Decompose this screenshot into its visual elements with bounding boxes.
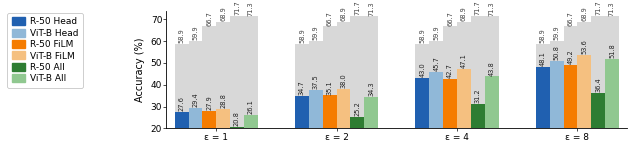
- Text: 27.9: 27.9: [206, 95, 212, 110]
- Text: 59.9: 59.9: [433, 26, 439, 40]
- Text: 51.8: 51.8: [609, 43, 615, 58]
- Bar: [189, 108, 202, 128]
- Text: 28.8: 28.8: [220, 93, 226, 108]
- Text: 38.0: 38.0: [340, 74, 346, 88]
- Bar: [429, 41, 443, 128]
- Text: 34.3: 34.3: [368, 82, 374, 96]
- Text: 58.9: 58.9: [540, 28, 546, 43]
- Text: 58.9: 58.9: [179, 28, 184, 43]
- Bar: [591, 16, 605, 128]
- Bar: [202, 26, 216, 128]
- Text: 59.9: 59.9: [313, 26, 319, 40]
- Bar: [605, 59, 619, 128]
- Bar: [443, 79, 457, 128]
- Bar: [484, 76, 499, 128]
- Bar: [564, 26, 577, 128]
- Bar: [536, 67, 550, 128]
- Bar: [175, 112, 189, 128]
- Text: 59.9: 59.9: [193, 26, 198, 40]
- Bar: [216, 22, 230, 128]
- Text: 71.3: 71.3: [248, 1, 254, 16]
- Bar: [471, 104, 484, 128]
- Text: 27.6: 27.6: [179, 96, 184, 111]
- Bar: [457, 69, 471, 128]
- Text: 58.9: 58.9: [419, 28, 426, 43]
- Bar: [175, 43, 189, 128]
- Bar: [536, 43, 550, 128]
- Bar: [415, 43, 429, 128]
- Text: 71.3: 71.3: [609, 1, 615, 16]
- Bar: [337, 22, 351, 128]
- Text: 71.3: 71.3: [488, 1, 495, 16]
- Bar: [189, 41, 202, 128]
- Bar: [364, 97, 378, 128]
- Bar: [337, 89, 351, 128]
- Bar: [550, 41, 564, 128]
- Bar: [564, 65, 577, 128]
- Bar: [244, 16, 258, 128]
- Bar: [591, 93, 605, 128]
- Text: 35.1: 35.1: [326, 80, 333, 95]
- Text: 47.1: 47.1: [461, 54, 467, 68]
- Text: 71.7: 71.7: [595, 0, 601, 15]
- Bar: [415, 78, 429, 128]
- Bar: [577, 55, 591, 128]
- Text: 25.2: 25.2: [355, 101, 360, 116]
- Bar: [484, 16, 499, 128]
- Bar: [577, 22, 591, 128]
- Bar: [364, 16, 378, 128]
- Bar: [443, 26, 457, 128]
- Text: 68.9: 68.9: [461, 6, 467, 21]
- Bar: [605, 16, 619, 128]
- Bar: [295, 96, 309, 128]
- Text: 37.5: 37.5: [313, 75, 319, 89]
- Text: 66.7: 66.7: [568, 11, 573, 26]
- Bar: [309, 41, 323, 128]
- Bar: [351, 117, 364, 128]
- Text: 66.7: 66.7: [206, 11, 212, 26]
- Bar: [244, 115, 258, 128]
- Text: 43.0: 43.0: [419, 63, 426, 77]
- Text: 31.2: 31.2: [475, 88, 481, 103]
- Text: 29.4: 29.4: [193, 92, 198, 107]
- Text: 71.7: 71.7: [355, 0, 360, 15]
- Bar: [230, 127, 244, 128]
- Legend: R-50 Head, ViT-B Head, R-50 FiLM, ViT-B FiLM, R-50 All, ViT-B All: R-50 Head, ViT-B Head, R-50 FiLM, ViT-B …: [7, 13, 83, 88]
- Y-axis label: Accuracy (%): Accuracy (%): [135, 37, 145, 102]
- Bar: [351, 16, 364, 128]
- Text: 42.7: 42.7: [447, 63, 453, 78]
- Text: 50.8: 50.8: [554, 45, 559, 60]
- Text: 20.8: 20.8: [234, 111, 240, 126]
- Text: 58.9: 58.9: [299, 28, 305, 43]
- Bar: [323, 95, 337, 128]
- Text: 68.9: 68.9: [581, 6, 588, 21]
- Bar: [202, 111, 216, 128]
- Text: 71.7: 71.7: [475, 0, 481, 15]
- Text: 49.2: 49.2: [568, 49, 573, 64]
- Text: 26.1: 26.1: [248, 99, 254, 114]
- Text: 71.7: 71.7: [234, 0, 240, 15]
- Bar: [309, 90, 323, 128]
- Bar: [230, 16, 244, 128]
- Bar: [216, 109, 230, 128]
- Text: 43.8: 43.8: [488, 61, 495, 76]
- Text: 71.3: 71.3: [368, 1, 374, 16]
- Bar: [550, 61, 564, 128]
- Bar: [457, 22, 471, 128]
- Text: 68.9: 68.9: [220, 6, 226, 21]
- Text: 48.1: 48.1: [540, 51, 546, 66]
- Text: 68.9: 68.9: [340, 6, 346, 21]
- Text: 66.7: 66.7: [447, 11, 453, 26]
- Bar: [295, 43, 309, 128]
- Text: 53.6: 53.6: [581, 39, 588, 54]
- Text: 36.4: 36.4: [595, 77, 601, 92]
- Bar: [471, 16, 484, 128]
- Text: 34.7: 34.7: [299, 81, 305, 95]
- Text: 66.7: 66.7: [326, 11, 333, 26]
- Bar: [323, 26, 337, 128]
- Text: 59.9: 59.9: [554, 26, 559, 40]
- Bar: [429, 72, 443, 128]
- Text: 45.7: 45.7: [433, 56, 439, 71]
